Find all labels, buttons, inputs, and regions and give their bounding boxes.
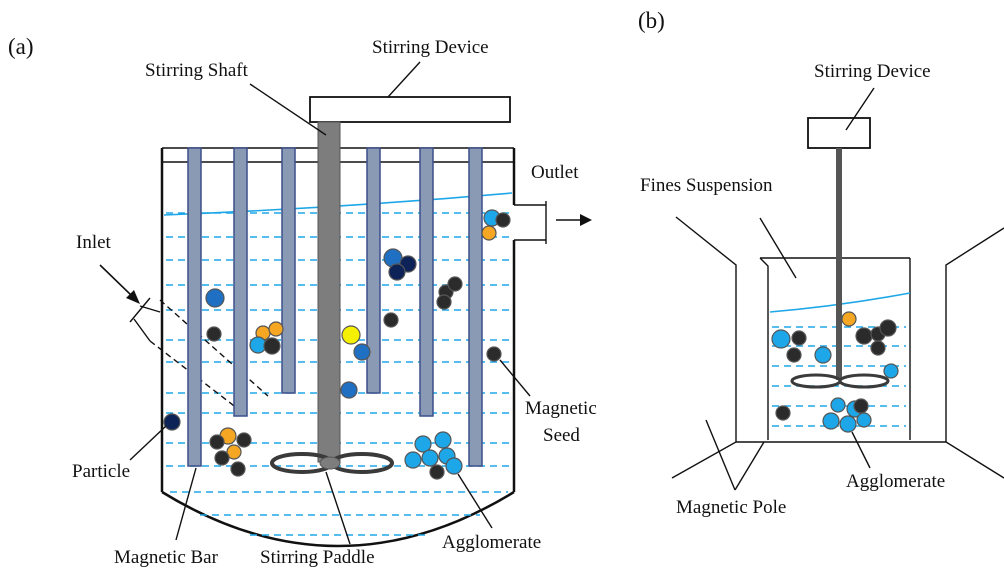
magnetic-bar [281,147,296,394]
magnetic-pole-right [945,227,1004,479]
magnetic-bar [468,147,483,467]
stirring-device-b [807,117,871,149]
labels-b: Stirring Device Fines Suspension Agglome… [640,61,945,518]
stirring-device-a [309,96,511,123]
magnetic-pole-left [671,216,737,479]
labels-a: Stirring Device Stirring Shaft Outlet In… [72,37,597,568]
panel-b: (b) [638,8,1004,518]
label-agglomerate-a: Agglomerate [442,532,541,553]
outlet-pipe [514,201,592,244]
magnetic-bar [233,147,248,417]
label-inlet: Inlet [76,232,112,253]
stirring-paddle-b [790,373,890,389]
magnetic-bar [187,147,202,467]
magnetic-bar [419,147,434,417]
magnetic-bar [366,147,381,394]
label-stirring-paddle: Stirring Paddle [260,547,375,568]
label-magnetic-pole: Magnetic Pole [676,497,786,518]
particles-b [771,311,899,433]
panel-a: (a) [8,34,597,568]
label-outlet: Outlet [531,162,579,183]
stirring-paddle-a [270,452,394,474]
tank-a-bottom [161,490,515,548]
stirring-shaft-a [317,121,341,463]
particles-a [163,209,511,480]
panel-a-tag: (a) [8,34,34,59]
beaker-b [759,257,911,440]
magnetic-seed-particle [486,346,502,362]
panel-b-tag: (b) [638,8,665,33]
label-magnetic-seed-line2: Seed [543,425,580,446]
label-stirring-shaft: Stirring Shaft [145,60,249,81]
label-fines-suspension: Fines Suspension [640,175,773,196]
label-stirring-device-a: Stirring Device [372,37,489,58]
label-stirring-device-b: Stirring Device [814,61,931,82]
inlet-arrow [99,264,133,297]
label-agglomerate-b: Agglomerate [846,471,945,492]
label-magnetic-bar: Magnetic Bar [114,547,219,568]
magnetic-bars [187,147,483,467]
label-particle: Particle [72,461,130,482]
inlet-pipe [99,264,269,413]
label-magnetic-seed-line1: Magnetic [525,398,597,419]
stirring-shaft-b [836,148,842,380]
